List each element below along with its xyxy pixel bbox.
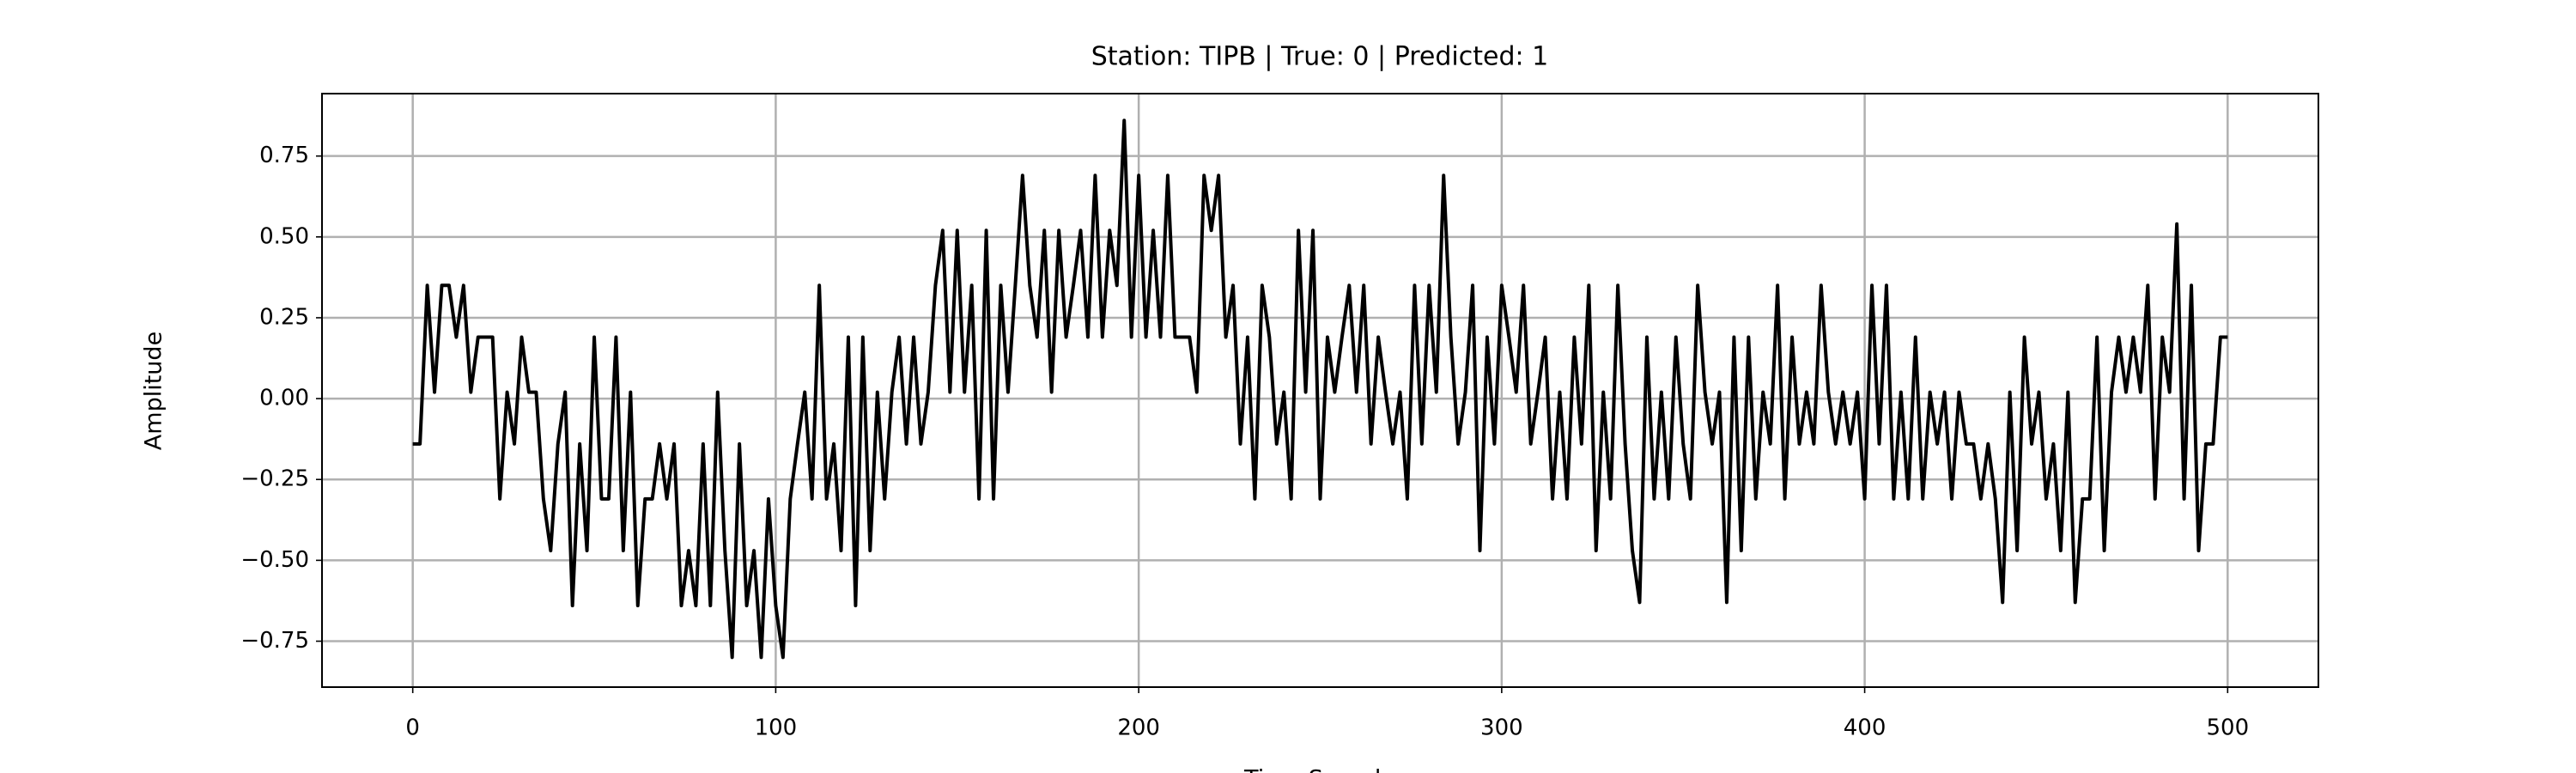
y-tick-label: 0.00 [259, 386, 309, 411]
x-tick-label: 500 [2206, 715, 2249, 741]
y-axis-label: Amplitude [141, 332, 167, 450]
x-tick-label: 0 [405, 715, 420, 741]
x-tick-label: 300 [1480, 715, 1523, 741]
y-tick-label: 0.75 [259, 143, 309, 168]
x-tick-label: 200 [1117, 715, 1160, 741]
y-tick-label: −0.25 [240, 466, 309, 492]
y-tick-label: 0.50 [259, 223, 309, 249]
data-line [412, 119, 2228, 660]
plot-frame [321, 93, 2319, 688]
x-tick-label: 100 [755, 715, 798, 741]
y-tick-label: 0.25 [259, 304, 309, 330]
y-tick-label: −0.75 [240, 628, 309, 654]
x-tick-label: 400 [1844, 715, 1886, 741]
x-axis-label: Time Sample [1243, 766, 1395, 773]
y-tick-label: −0.50 [240, 547, 309, 573]
chart-title: Station: TIPB | True: 0 | Predicted: 1 [1091, 42, 1549, 72]
